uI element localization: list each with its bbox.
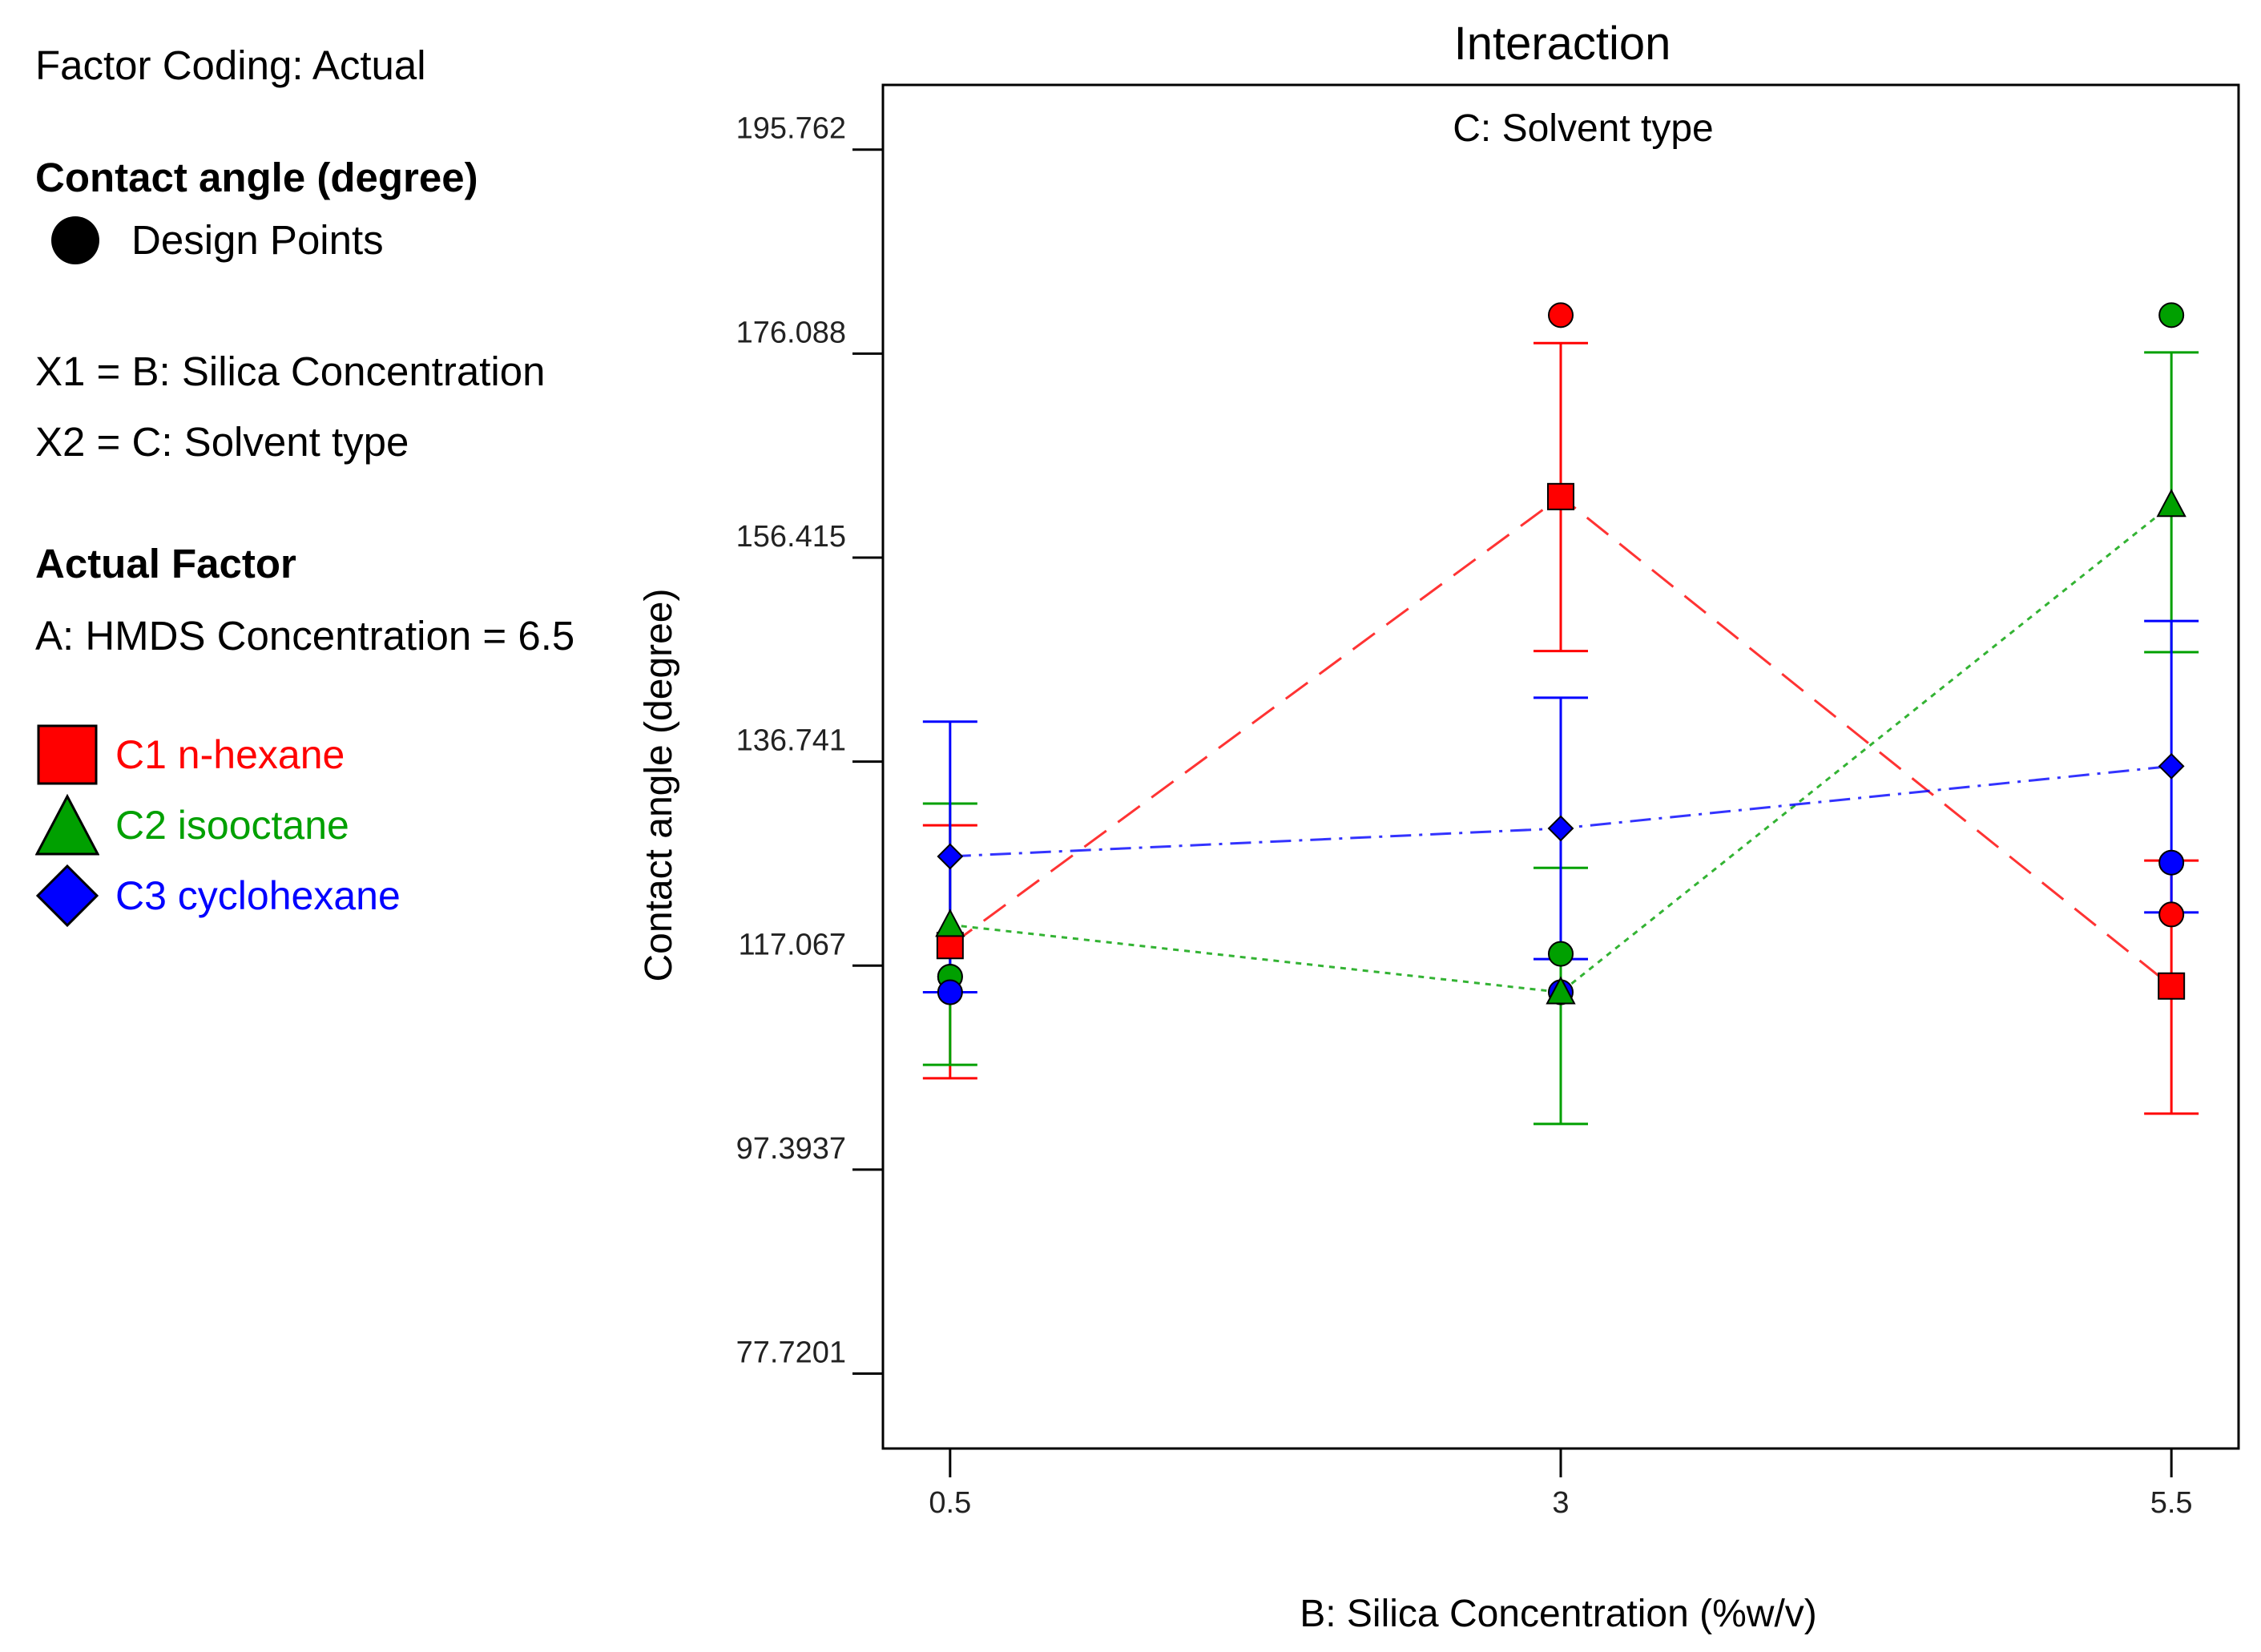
legend-label-c1: C1 n-hexane [115,731,345,777]
legend-item-c2: C2 isooctane [35,790,660,860]
marker-diamond [937,843,964,870]
x-tick-label: 5.5 [2150,1486,2193,1520]
marker-triangle [2156,489,2186,518]
x-tick-label: 0.5 [929,1486,971,1520]
design-point [2158,901,2185,928]
design-points-label: Design Points [131,216,384,263]
actual-factor-title: Actual Factor [35,540,296,586]
x2-label: X2 = C: Solvent type [35,418,409,465]
design-point [1548,941,1574,967]
design-point [937,979,963,1005]
legend-label-c3: C3 cyclohexane [115,872,401,918]
marker-diamond [2158,752,2185,780]
design-point [2158,302,2185,328]
legend-label-c2: C2 isooctane [115,802,349,848]
marker-triangle [935,909,965,937]
triangle-icon [35,793,99,855]
x-axis-title: B: Silica Concentration (%w/v) [1300,1593,1817,1635]
actual-factor-value: A: HMDS Concentration = 6.5 [35,612,575,659]
diamond-icon [35,864,99,927]
x-axis: 0.5 3 5.5 [929,1449,2193,1520]
y-tick-label: 117.067 [738,928,846,961]
y-tick-label: 176.088 [736,316,846,349]
x1-label: X1 = B: Silica Concentration [35,348,546,394]
design-point [2158,849,2185,876]
factor-coding: Factor Coding: Actual [35,42,426,88]
marker-triangle [1546,976,1576,1005]
y-tick-label: 156.415 [736,520,846,554]
marker-square [1547,482,1574,510]
design-points-icon [51,216,99,264]
legend-item-c1: C1 n-hexane [35,719,660,790]
response-title: Contact angle (degree) [35,154,478,200]
y-tick-label: 77.7201 [736,1336,846,1370]
y-axis: 77.7201 97.3937 117.067 136.741 156.415 176.0… [736,112,883,1376]
legend-item-c3: C3 cyclohexane [35,860,660,931]
marker-diamond [1547,815,1574,842]
series-line-2 [949,504,2173,994]
y-tick-label: 195.762 [736,112,846,146]
y-tick-label: 136.741 [736,724,846,758]
chart-title: Interaction [1454,18,1671,70]
marker-square [2158,972,2186,1000]
error-bars-3 [922,619,2199,994]
y-axis-title: Contact angle (degree) [638,589,680,982]
y-tick-label: 97.3937 [736,1132,846,1166]
design-point [1548,302,1574,328]
plot-area [922,302,2199,1126]
x-tick-label: 3 [1552,1486,1569,1520]
legend-panel: Factor Coding: Actual Contact angle (deg… [35,40,660,931]
chart-subtitle: C: Solvent type [1453,107,1714,150]
square-icon [37,724,98,784]
